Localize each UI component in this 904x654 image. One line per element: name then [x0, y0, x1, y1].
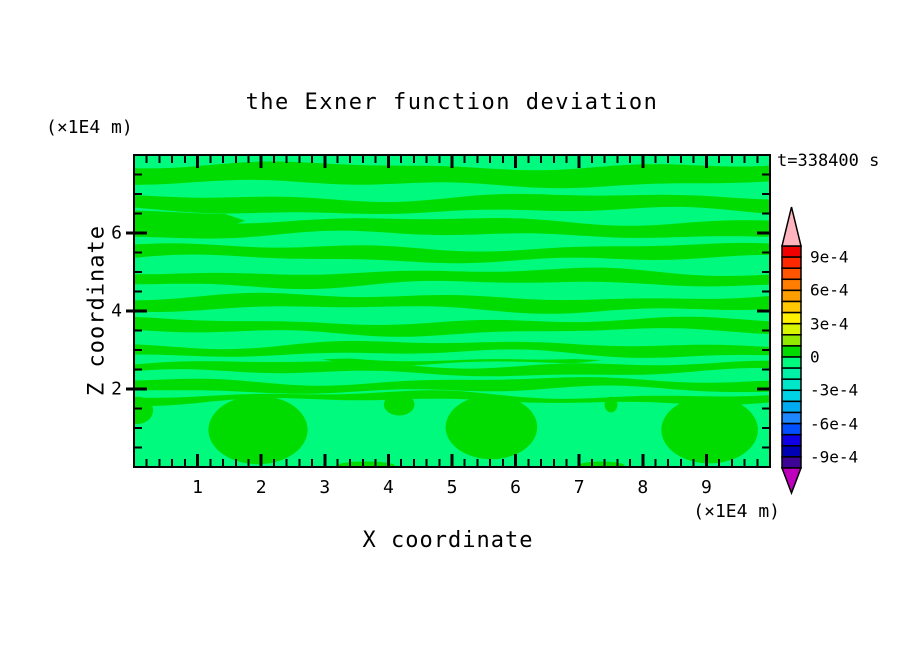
colorbar-over-arrow [781, 206, 802, 247]
colorbar-tick-label: 6e-4 [810, 280, 849, 300]
colorbar-segment [781, 422, 802, 436]
x-tick-label: 4 [382, 477, 394, 498]
colorbar-under-arrow [780, 467, 803, 496]
positive-contour-blob [661, 396, 758, 464]
positive-contour-band [134, 377, 770, 394]
colorbar-tick-label: 9e-4 [810, 247, 849, 267]
positive-contour-band [321, 358, 602, 367]
colorbar-segment [781, 433, 802, 447]
x-tick-label: 3 [319, 477, 331, 498]
x-axis-title: X coordinate [362, 528, 534, 553]
colorbar-segment [781, 411, 802, 425]
time-label: t=338400 s [777, 151, 880, 171]
colorbar-segment [781, 278, 802, 292]
colorbar-segment [781, 300, 802, 314]
positive-contour-band [134, 210, 246, 228]
positive-contour-blob [208, 395, 308, 465]
colorbar-segment [781, 456, 802, 469]
positive-contour-band [134, 390, 770, 407]
colorbar-segment [781, 389, 802, 403]
positive-contour-blob [578, 461, 625, 467]
colorbar-segment [781, 267, 802, 281]
colorbar-segment [781, 356, 802, 369]
colorbar-segment [781, 322, 802, 336]
colorbar-tick-label: -6e-4 [810, 414, 859, 434]
colorbar [780, 206, 803, 496]
x-tick-label: 7 [573, 477, 585, 498]
x-axis-unit-label: (×1E4 m) [693, 501, 780, 522]
z-tick-label: 6 [111, 222, 122, 244]
z-tick-label: 2 [111, 378, 122, 400]
positive-contour-band [134, 267, 770, 290]
colorbar-tick-label: -9e-4 [810, 447, 859, 467]
colorbar-segment [781, 445, 802, 458]
positive-contour-blob [383, 393, 415, 416]
colorbar-segment [781, 311, 802, 325]
colorbar-tick-label: 0 [810, 347, 820, 367]
positive-contour-blob [337, 461, 395, 467]
colorbar-segment [781, 378, 802, 392]
colorbar-segment [781, 345, 802, 358]
colorbar-tick-label: -3e-4 [810, 380, 859, 400]
positive-contour-band [134, 360, 770, 377]
x-tick-label: 5 [446, 477, 458, 498]
contour-field [134, 155, 770, 467]
positive-contour-blob [134, 396, 154, 424]
colorbar-segment [781, 400, 802, 414]
colorbar-segment [781, 245, 802, 258]
positive-contour-band [134, 242, 770, 264]
colorbar-segment [781, 334, 802, 347]
positive-contour-blob [604, 396, 618, 413]
colorbar-segment [781, 256, 802, 269]
positive-contour-band [134, 161, 770, 189]
colorbar-segment [781, 367, 802, 380]
x-tick-label: 6 [510, 477, 522, 498]
z-tick-label: 4 [111, 300, 122, 322]
positive-contour-band [134, 218, 770, 239]
chart-title: the Exner function deviation [245, 90, 659, 115]
z-axis-unit-label: (×1E4 m) [46, 117, 133, 138]
x-tick-label: 2 [255, 477, 267, 498]
colorbar-tick-label: 3e-4 [810, 314, 849, 334]
positive-contour-band [134, 340, 770, 358]
positive-contour-band [134, 193, 770, 214]
x-tick-label: 9 [700, 477, 712, 498]
colorbar-segment [781, 289, 802, 303]
x-tick-label: 1 [192, 477, 204, 498]
x-tick-label: 8 [637, 477, 649, 498]
positive-contour-band [134, 316, 770, 337]
positive-contour-band [134, 292, 770, 314]
positive-contour-blob [445, 395, 538, 460]
